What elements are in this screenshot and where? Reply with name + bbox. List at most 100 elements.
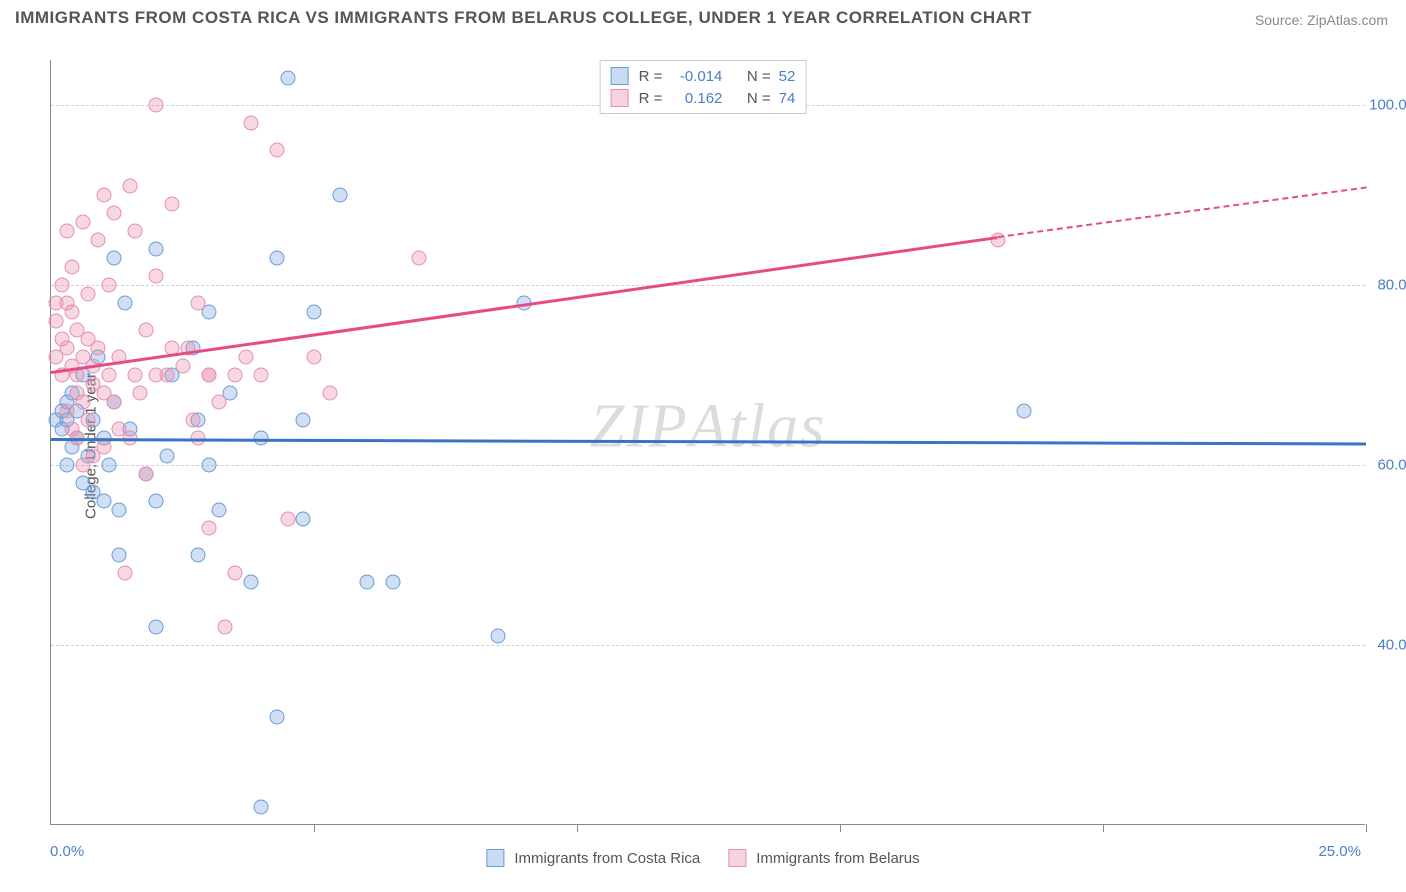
scatter-point bbox=[117, 296, 132, 311]
scatter-point bbox=[238, 350, 253, 365]
scatter-point bbox=[59, 458, 74, 473]
scatter-point bbox=[101, 368, 116, 383]
scatter-point bbox=[149, 620, 164, 635]
legend-swatch bbox=[611, 89, 629, 107]
chart-title: IMMIGRANTS FROM COSTA RICA VS IMMIGRANTS… bbox=[15, 8, 1032, 28]
x-tick bbox=[577, 824, 578, 832]
scatter-point bbox=[217, 620, 232, 635]
gridline bbox=[51, 285, 1365, 286]
scatter-point bbox=[1017, 404, 1032, 419]
scatter-point bbox=[96, 440, 111, 455]
scatter-point bbox=[270, 143, 285, 158]
scatter-point bbox=[359, 575, 374, 590]
scatter-point bbox=[191, 296, 206, 311]
legend-n-value: 52 bbox=[779, 68, 796, 85]
scatter-point bbox=[280, 512, 295, 527]
scatter-point bbox=[201, 458, 216, 473]
scatter-point bbox=[138, 323, 153, 338]
legend-series: Immigrants from Costa Rica Immigrants fro… bbox=[486, 849, 919, 867]
legend-r-value: -0.014 bbox=[670, 68, 722, 85]
scatter-point bbox=[270, 251, 285, 266]
scatter-point bbox=[296, 512, 311, 527]
scatter-point bbox=[49, 314, 64, 329]
scatter-point bbox=[128, 224, 143, 239]
y-tick-label: 60.0% bbox=[1377, 457, 1406, 474]
scatter-point bbox=[75, 215, 90, 230]
scatter-point bbox=[243, 116, 258, 131]
gridline bbox=[51, 465, 1365, 466]
scatter-point bbox=[107, 251, 122, 266]
legend-series-label: Immigrants from Belarus bbox=[756, 850, 919, 867]
scatter-point bbox=[280, 71, 295, 86]
scatter-point bbox=[91, 341, 106, 356]
scatter-point bbox=[122, 179, 137, 194]
scatter-point bbox=[128, 368, 143, 383]
watermark: ZIPAtlas bbox=[590, 391, 826, 462]
scatter-point bbox=[270, 710, 285, 725]
x-axis-min-label: 0.0% bbox=[50, 843, 84, 860]
scatter-point bbox=[159, 368, 174, 383]
legend-series-item: Immigrants from Costa Rica bbox=[486, 849, 700, 867]
scatter-point bbox=[107, 395, 122, 410]
scatter-point bbox=[91, 233, 106, 248]
legend-correlation-row: R =0.162 N =74 bbox=[611, 87, 796, 109]
trend-line bbox=[51, 438, 1366, 445]
plot-area: ZIPAtlas 40.0%60.0%80.0%100.0% bbox=[50, 60, 1365, 825]
scatter-point bbox=[254, 368, 269, 383]
scatter-point bbox=[307, 305, 322, 320]
legend-swatch bbox=[611, 67, 629, 85]
scatter-point bbox=[59, 224, 74, 239]
scatter-point bbox=[112, 548, 127, 563]
scatter-point bbox=[228, 566, 243, 581]
x-tick bbox=[1103, 824, 1104, 832]
scatter-point bbox=[307, 350, 322, 365]
scatter-point bbox=[101, 278, 116, 293]
gridline bbox=[51, 645, 1365, 646]
x-tick bbox=[314, 824, 315, 832]
source-label: Source: ZipAtlas.com bbox=[1255, 12, 1388, 28]
scatter-point bbox=[322, 386, 337, 401]
scatter-point bbox=[101, 458, 116, 473]
scatter-point bbox=[80, 413, 95, 428]
scatter-point bbox=[65, 260, 80, 275]
scatter-point bbox=[107, 206, 122, 221]
scatter-point bbox=[117, 566, 132, 581]
scatter-point bbox=[175, 359, 190, 374]
scatter-point bbox=[201, 368, 216, 383]
scatter-point bbox=[159, 449, 174, 464]
scatter-point bbox=[254, 800, 269, 815]
scatter-point bbox=[149, 269, 164, 284]
scatter-point bbox=[138, 467, 153, 482]
scatter-point bbox=[191, 548, 206, 563]
legend-series-label: Immigrants from Costa Rica bbox=[514, 850, 700, 867]
legend-n-value: 74 bbox=[779, 90, 796, 107]
scatter-point bbox=[96, 188, 111, 203]
legend-swatch bbox=[728, 849, 746, 867]
scatter-point bbox=[186, 413, 201, 428]
scatter-point bbox=[201, 521, 216, 536]
y-tick-label: 80.0% bbox=[1377, 277, 1406, 294]
legend-swatch bbox=[486, 849, 504, 867]
scatter-point bbox=[212, 503, 227, 518]
scatter-point bbox=[75, 395, 90, 410]
scatter-point bbox=[243, 575, 258, 590]
scatter-point bbox=[212, 395, 227, 410]
legend-r-value: 0.162 bbox=[670, 90, 722, 107]
scatter-point bbox=[133, 386, 148, 401]
scatter-point bbox=[149, 494, 164, 509]
scatter-point bbox=[164, 197, 179, 212]
y-tick-label: 40.0% bbox=[1377, 637, 1406, 654]
legend-correlation-row: R =-0.014 N =52 bbox=[611, 65, 796, 87]
scatter-point bbox=[296, 413, 311, 428]
scatter-point bbox=[491, 629, 506, 644]
scatter-point bbox=[412, 251, 427, 266]
scatter-point bbox=[59, 341, 74, 356]
scatter-point bbox=[80, 287, 95, 302]
scatter-point bbox=[149, 98, 164, 113]
y-tick-label: 100.0% bbox=[1369, 97, 1406, 114]
scatter-point bbox=[228, 368, 243, 383]
x-tick bbox=[840, 824, 841, 832]
scatter-point bbox=[149, 242, 164, 257]
scatter-point bbox=[96, 494, 111, 509]
scatter-point bbox=[333, 188, 348, 203]
